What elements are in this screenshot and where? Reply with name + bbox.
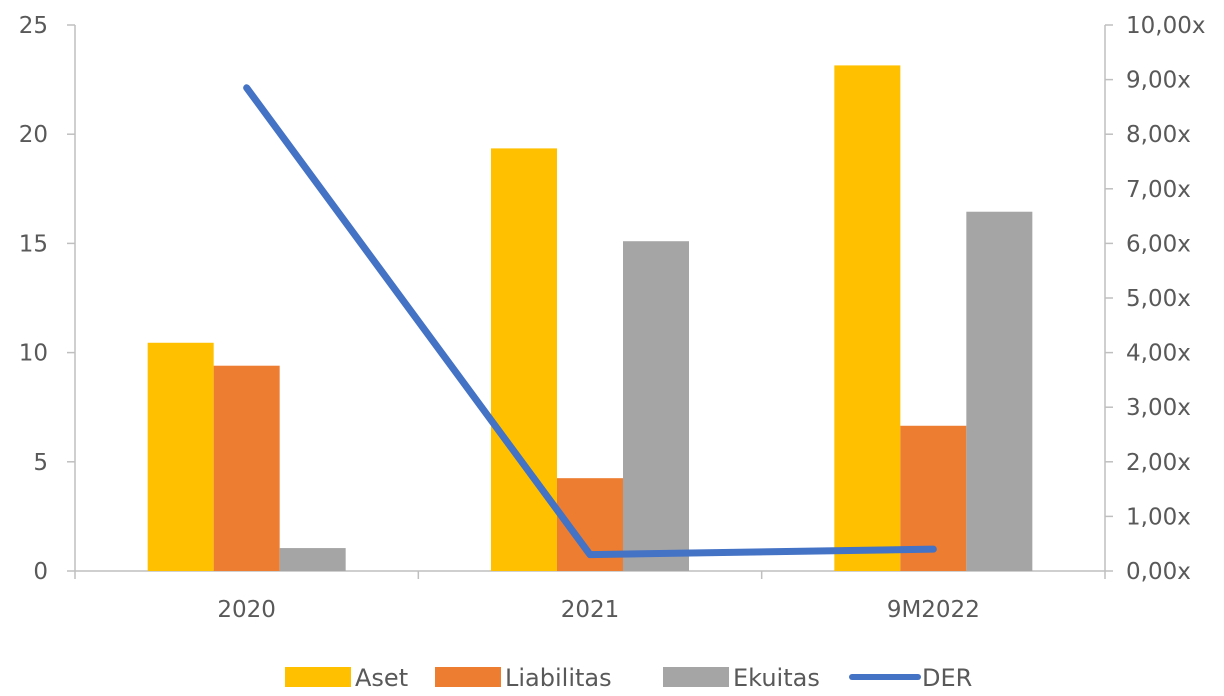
bar-aset [147, 342, 214, 571]
left-tick-label: 15 [19, 231, 48, 257]
bar-ekuitas [279, 548, 346, 571]
right-tick-label: 6,00x [1126, 231, 1191, 257]
legend-swatch-ekuitas [663, 667, 729, 687]
right-tick-label: 3,00x [1126, 395, 1191, 421]
left-tick-label: 0 [33, 559, 48, 585]
x-tick-label: 9M2022 [887, 597, 980, 623]
bar-ekuitas [623, 241, 689, 571]
right-tick-label: 0,00x [1126, 559, 1191, 585]
bar-ekuitas [966, 211, 1033, 571]
left-tick-label: 25 [19, 13, 48, 39]
right-tick-label: 9,00x [1126, 68, 1191, 94]
x-tick-label: 2020 [217, 597, 276, 623]
left-tick-label: 10 [19, 341, 48, 367]
legend-label-ekuitas: Ekuitas [733, 664, 820, 691]
legend-label-liabilitas: Liabilitas [505, 664, 612, 691]
left-tick-label: 5 [33, 450, 48, 476]
legend-label-aset: Aset [355, 664, 408, 691]
right-tick-label: 2,00x [1126, 450, 1191, 476]
bar-liabilitas [213, 365, 280, 571]
x-tick-label: 2021 [561, 597, 620, 623]
right-tick-label: 8,00x [1126, 122, 1191, 148]
bar-aset [834, 65, 901, 572]
right-tick-label: 5,00x [1126, 286, 1191, 312]
right-tick-label: 1,00x [1126, 504, 1191, 530]
bar-aset [491, 148, 557, 571]
right-tick-label: 4,00x [1126, 341, 1191, 367]
right-tick-label: 10,00x [1126, 13, 1205, 39]
left-tick-label: 20 [19, 122, 48, 148]
legend-label-der: DER [922, 664, 972, 691]
legend-swatch-liabilitas [435, 667, 501, 687]
line-der [243, 84, 937, 559]
right-tick-label: 7,00x [1126, 177, 1191, 203]
legend-swatch-aset [285, 667, 351, 687]
